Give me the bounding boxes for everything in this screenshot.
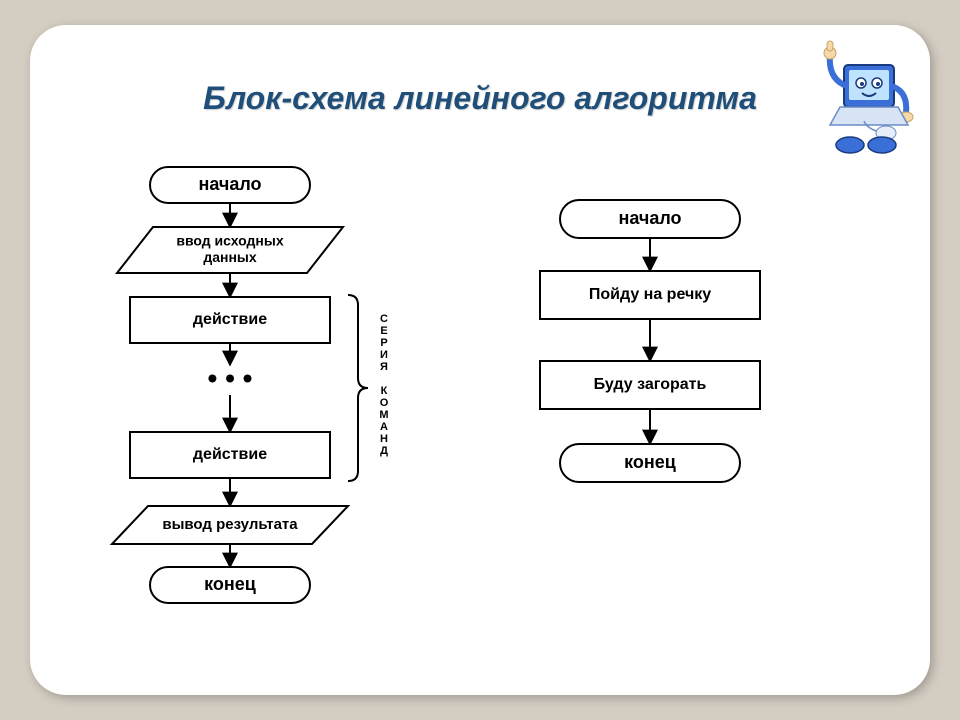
- brace-label-char: К: [381, 385, 388, 397]
- brace-label-char: Я: [380, 361, 388, 373]
- brace-label-char: И: [380, 349, 388, 361]
- brace-label-char: М: [379, 409, 388, 421]
- node-label: начало: [198, 174, 261, 194]
- node-label: действие: [193, 446, 267, 463]
- brace-label-char: Р: [380, 337, 387, 349]
- node-label: ввод исходных: [176, 233, 283, 249]
- node-label: Буду загорать: [594, 376, 707, 393]
- node-label: вывод результата: [162, 516, 298, 533]
- brace-label-char: Н: [380, 433, 388, 445]
- node-label: • • •: [208, 362, 253, 393]
- brace-label-char: С: [380, 313, 388, 325]
- brace-label-char: Д: [380, 445, 388, 457]
- flowchart-svg: начало ввод исходныхданных действие • • • де…: [30, 155, 930, 695]
- node-label: данных: [203, 249, 257, 265]
- node-label: конец: [624, 452, 676, 472]
- brace-label-char: А: [380, 421, 388, 433]
- brace-label-char: О: [380, 397, 389, 409]
- flowchart-area: начало ввод исходныхданных действие • • • де…: [30, 155, 930, 695]
- brace-label-char: Е: [380, 325, 387, 337]
- node-label: начало: [618, 208, 681, 228]
- slide-title: Блок-схема линейного алгоритма: [30, 80, 930, 117]
- node-label: конец: [204, 574, 256, 594]
- brace: [348, 295, 368, 481]
- node-label: действие: [193, 311, 267, 328]
- slide: Блок-схема линейного алгоритма: [30, 25, 930, 695]
- mascot-icon: [816, 37, 916, 157]
- node-label: Пойду на речку: [589, 286, 711, 303]
